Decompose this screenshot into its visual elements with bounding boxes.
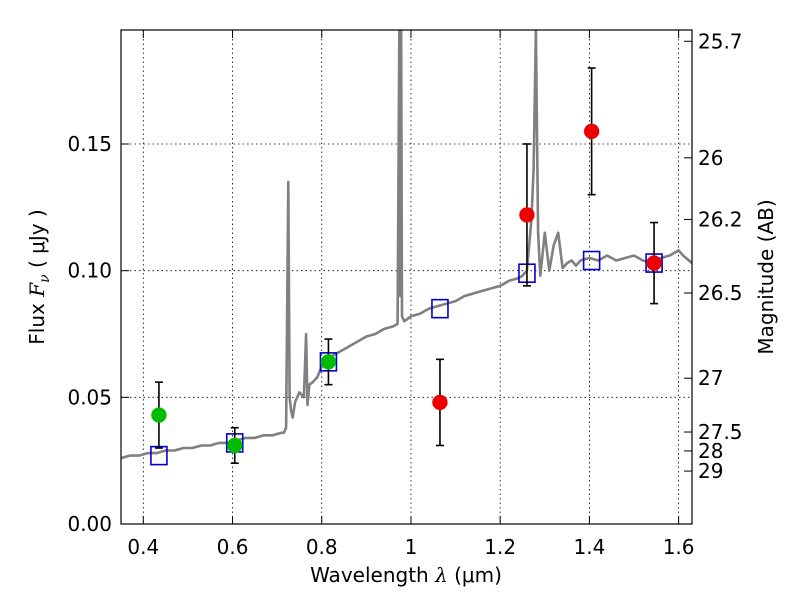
x-tick-label: 0.4 bbox=[127, 535, 159, 559]
y2-axis-title: Magnitude (AB) bbox=[754, 199, 778, 354]
model-photometry-layer bbox=[150, 250, 663, 466]
y2-tick-label: 28 bbox=[698, 439, 723, 463]
y-tick-label: 0.00 bbox=[67, 512, 112, 536]
data-point bbox=[320, 354, 337, 370]
x-axis-title: Wavelength λ (μm) bbox=[310, 563, 502, 587]
data-point bbox=[227, 437, 243, 454]
plot-frame bbox=[120, 29, 693, 525]
y-axis-title: Flux Fν ( μJy ) bbox=[25, 209, 53, 344]
error-bar-layer bbox=[154, 67, 659, 465]
data-point bbox=[646, 255, 662, 271]
y2-tick-label: 27.5 bbox=[698, 420, 743, 444]
spectrum-layer bbox=[121, 30, 692, 460]
data-point-layer bbox=[151, 123, 662, 454]
model-photometry-box bbox=[582, 250, 601, 271]
data-point bbox=[432, 394, 448, 411]
y2-tick-label: 26 bbox=[698, 146, 723, 170]
y-axis-ticks: 0.00 0.05 0.10 0.15 bbox=[67, 132, 129, 536]
x-tick-label: 1.4 bbox=[573, 535, 605, 559]
x-tick-label: 0.6 bbox=[217, 535, 249, 559]
y2-tick-label: 27 bbox=[698, 366, 723, 390]
data-point bbox=[583, 123, 600, 140]
data-point bbox=[519, 207, 535, 223]
y2-tick-label: 26.5 bbox=[698, 281, 743, 305]
x-tick-label: 1 bbox=[405, 535, 418, 559]
x-tick-label: 0.8 bbox=[306, 535, 338, 559]
y2-tick-label: 29 bbox=[698, 459, 723, 483]
y-tick-label: 0.15 bbox=[67, 132, 112, 156]
x-tick-label: 1.6 bbox=[663, 535, 695, 559]
grid-lines bbox=[121, 30, 692, 525]
data-point bbox=[151, 407, 167, 423]
y2-tick-label: 25.7 bbox=[698, 29, 743, 53]
model-photometry-box bbox=[431, 298, 449, 319]
x-tick-label: 1.2 bbox=[484, 535, 516, 559]
model-photometry-box bbox=[150, 445, 168, 466]
y-tick-label: 0.10 bbox=[67, 259, 112, 283]
x-axis-ticks: 0.4 0.6 0.8 1 1.2 1.4 1.6 bbox=[127, 30, 695, 559]
spectrum-line bbox=[121, 30, 692, 460]
y-tick-label: 0.05 bbox=[67, 385, 112, 409]
y2-tick-label: 26.2 bbox=[698, 207, 743, 231]
